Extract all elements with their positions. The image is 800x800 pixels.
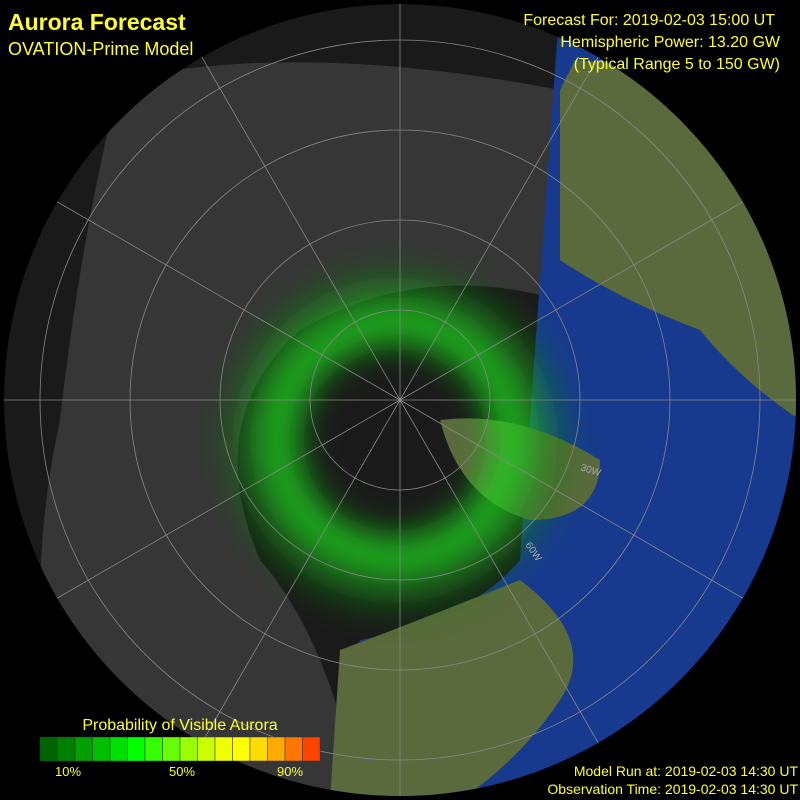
subtitle: OVATION-Prime Model <box>8 39 193 59</box>
color-bar <box>39 736 321 762</box>
land-north-america <box>330 580 574 796</box>
legend-title: Probability of Visible Aurora <box>82 717 277 734</box>
title: Aurora Forecast <box>8 9 186 35</box>
color-swatch <box>284 736 303 762</box>
legend-label: 50% <box>169 764 195 779</box>
color-swatch <box>74 736 93 762</box>
color-swatch <box>267 736 286 762</box>
forecast-time: Forecast For: 2019-02-03 15:00 UT <box>523 12 775 29</box>
color-swatch <box>39 736 58 762</box>
color-swatch <box>92 736 111 762</box>
hemispheric-power: Hemispheric Power: 13.20 GW <box>560 34 781 51</box>
color-swatch <box>214 736 233 762</box>
color-swatch <box>232 736 251 762</box>
land-night <box>40 62 560 796</box>
model-run: Model Run at: 2019-02-03 14:30 UT <box>574 763 799 779</box>
color-swatch <box>249 736 268 762</box>
color-swatch <box>144 736 163 762</box>
color-swatch <box>162 736 181 762</box>
observation-time: Observation Time: 2019-02-03 14:30 UT <box>547 781 798 797</box>
color-swatch <box>57 736 76 762</box>
color-swatch <box>179 736 198 762</box>
aurora-oval <box>210 255 580 625</box>
color-swatch <box>302 736 321 762</box>
color-swatch <box>127 736 146 762</box>
typical-range: (Typical Range 5 to 150 GW) <box>574 56 780 73</box>
legend-label: 90% <box>277 764 303 779</box>
legend-label: 10% <box>55 764 81 779</box>
color-swatch <box>109 736 128 762</box>
color-swatch <box>197 736 216 762</box>
